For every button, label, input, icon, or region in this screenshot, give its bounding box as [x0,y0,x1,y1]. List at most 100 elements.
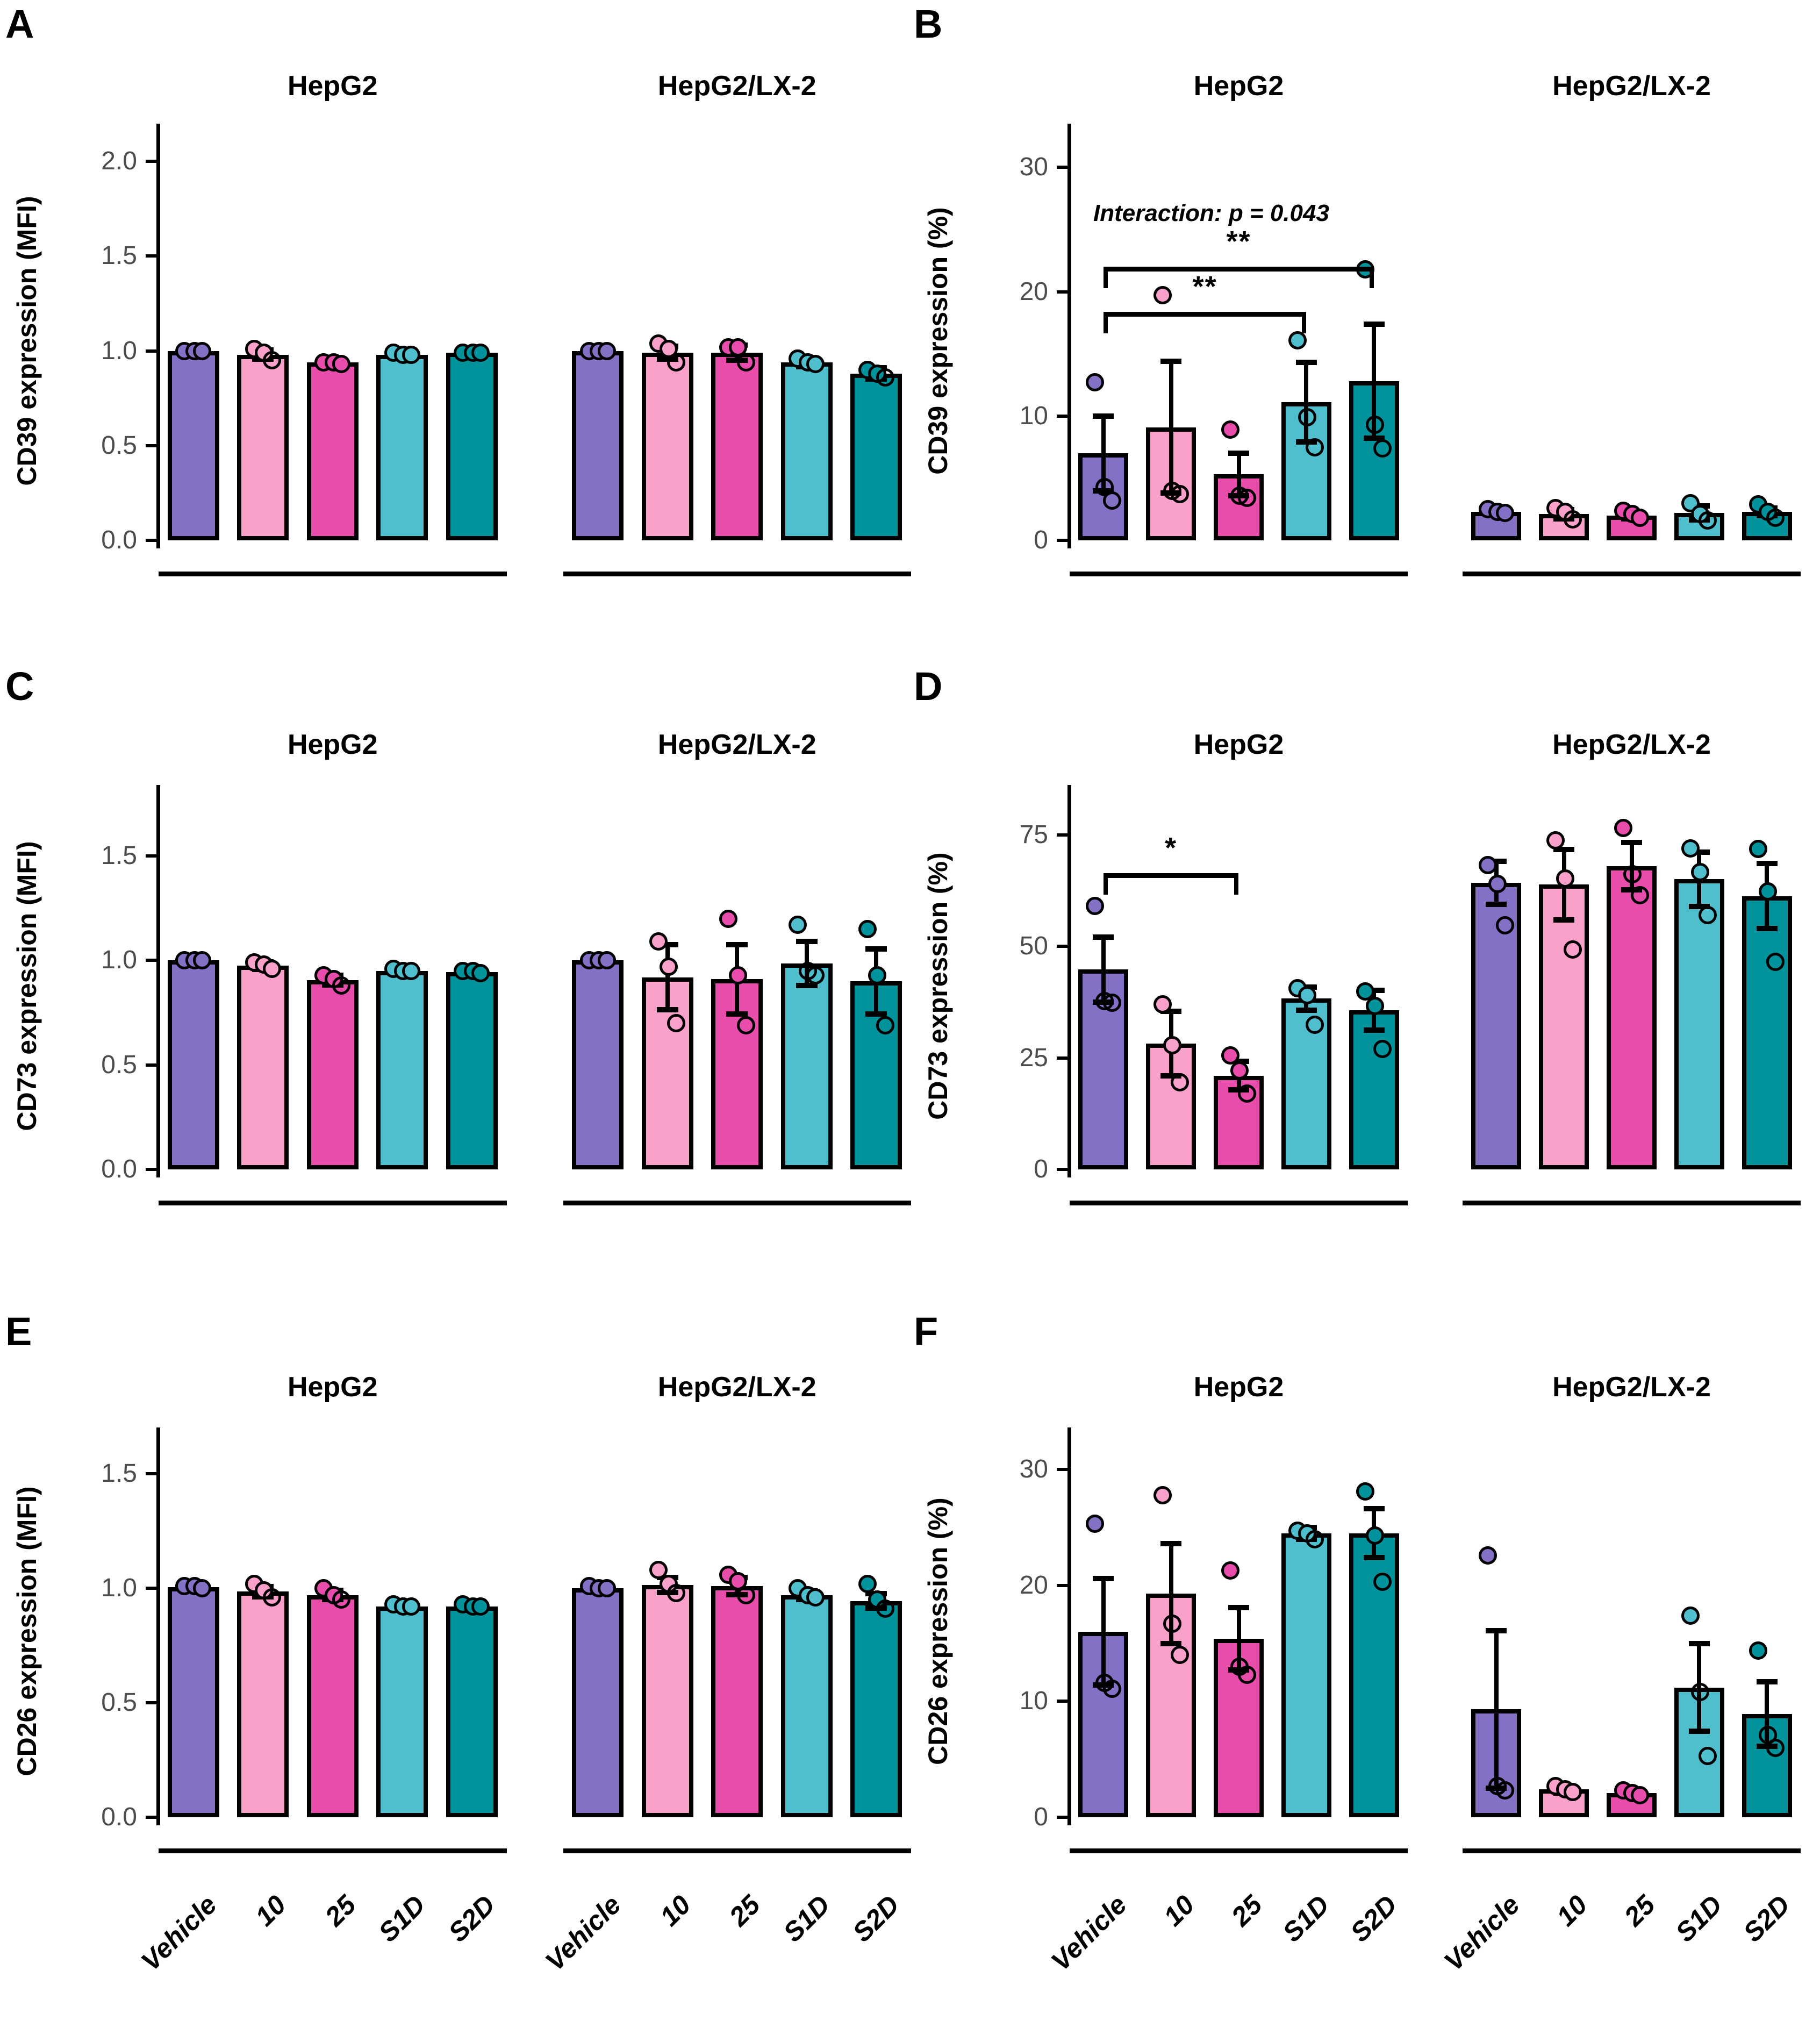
group-title-c-1: HepG2/LX-2 [657,729,816,760]
y-tick-label: 50 [1019,932,1048,961]
data-point [1238,1084,1257,1103]
y-tick-label: 75 [1019,820,1048,849]
data-point [332,355,351,374]
y-tick-label: 30 [1019,1455,1048,1484]
data-point [1691,1683,1710,1702]
error-bar-cap-bottom [1688,903,1710,909]
data-point [1170,1073,1189,1092]
data-point [471,1597,490,1616]
significance-label: ** [1192,270,1217,303]
bar-e-1-3 [780,1595,833,1817]
y-tick-mark [146,854,156,858]
y-tick-mark [146,254,156,258]
error-bar-cap-top [865,946,887,952]
data-point [1758,882,1777,901]
group-baseline-rule [1463,572,1801,576]
error-bar-cap-top [1363,321,1385,327]
y-tick-mark [1057,166,1067,169]
group-title-d-1: HepG2/LX-2 [1552,729,1711,760]
group-baseline-rule [1070,1848,1408,1853]
data-point [736,1586,755,1604]
data-point [402,961,420,980]
y-tick-label: 20 [1019,1570,1048,1600]
error-bar-cap-top [1486,1627,1507,1633]
group-title-b-1: HepG2/LX-2 [1552,70,1711,102]
data-point [1238,489,1257,508]
data-point [262,959,281,978]
y-tick-label: 20 [1019,277,1048,306]
data-point [1479,855,1497,874]
y-axis-title-c: CD73 expression (MFI) [12,841,42,1131]
data-point [1749,839,1768,858]
data-point [193,341,212,360]
error-bar-cap-bottom [1688,1729,1710,1734]
data-point [597,341,616,360]
y-tick-mark [146,1587,156,1590]
panel-letter-b: B [914,2,943,46]
error-bar-cap-bottom [1553,917,1575,923]
error-bar-cap-top [1295,360,1317,366]
error-bar-cap-bottom [1160,1073,1182,1079]
error-bar-line [1169,361,1173,494]
group-baseline-rule [159,572,507,576]
y-axis-line-f [1067,1427,1071,1825]
data-point [1495,1781,1514,1800]
error-bar-cap-bottom [726,1011,748,1017]
bar-a-1-2 [711,353,763,540]
error-bar-cap-bottom [1160,1640,1182,1646]
data-point [1356,1482,1375,1501]
y-axis-title-d: CD73 expression (%) [923,852,953,1120]
bar-c-0-0 [167,960,219,1169]
y-axis-line-d [1067,785,1071,1177]
data-point [1365,1526,1384,1545]
bar-d-1-1 [1539,884,1589,1169]
group-baseline-rule [159,1848,507,1853]
bar-c-0-3 [376,970,428,1169]
group-baseline-rule [1070,572,1408,576]
y-tick-label: 0.0 [101,1155,137,1183]
bracket-tick-left [1103,873,1108,895]
data-point [193,1579,212,1598]
group-baseline-rule [563,1201,911,1205]
data-point [1495,504,1514,523]
error-bar-cap-bottom [796,983,818,989]
group-baseline-rule [1463,1848,1801,1853]
panel-letter-e: E [5,1309,32,1354]
error-bar-cap-top [1553,846,1575,852]
error-bar-cap-top [1688,849,1710,855]
bracket-tick-right [1370,267,1374,289]
error-bar-cap-top [1160,1009,1182,1015]
group-baseline-rule [563,572,911,576]
bar-a-0-2 [306,362,359,540]
data-point [1691,862,1710,881]
data-point [649,932,668,951]
y-tick-label: 0.0 [101,526,137,554]
bar-e-0-2 [306,1595,359,1817]
error-bar-cap-top [1093,413,1114,419]
data-point [1086,1515,1105,1533]
error-bar-cap-top [1228,1604,1250,1610]
y-tick-label: 0.5 [101,1688,137,1717]
data-point [789,916,807,934]
data-point [858,920,877,939]
group-title-a-0: HepG2 [287,70,378,102]
y-tick-mark [1057,290,1067,294]
data-point [1766,953,1785,972]
error-bar-cap-bottom [1363,435,1385,441]
bar-e-1-1 [641,1584,693,1817]
error-bar-cap-top [1621,840,1643,846]
bar-d-1-3 [1674,879,1724,1169]
bar-c-0-2 [306,980,359,1169]
bar-d-1-4 [1742,896,1792,1169]
data-point [806,355,825,374]
y-tick-mark [146,1701,156,1705]
group-title-e-1: HepG2/LX-2 [657,1372,816,1403]
data-point [1373,439,1392,458]
bar-a-0-0 [167,351,219,540]
y-axis-title-f: CD26 expression (%) [923,1497,953,1765]
y-tick-mark [1057,1583,1067,1587]
error-bar-cap-top [726,942,748,948]
error-bar-line [1236,453,1241,496]
data-point [667,1014,686,1032]
data-point [1766,1738,1785,1757]
